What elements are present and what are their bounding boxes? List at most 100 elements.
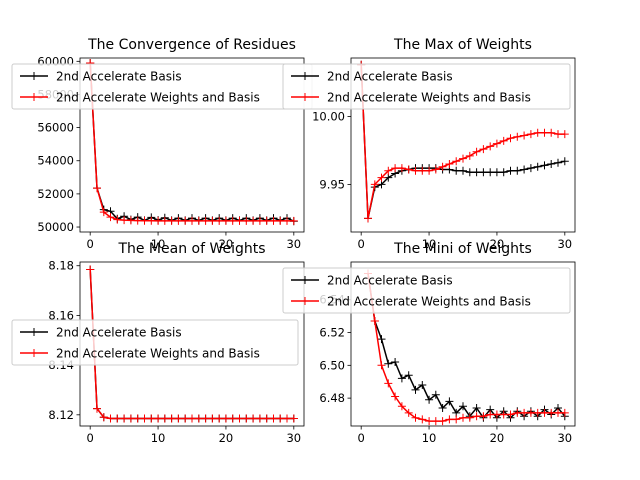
data-point [452,166,461,175]
data-point [479,168,488,177]
data-point [120,216,129,225]
data-point [540,161,549,170]
x-tick-label: 10 [422,431,437,445]
data-point [526,130,535,139]
data-point [459,154,467,163]
x-tick-label: 20 [490,237,505,251]
data-point [99,413,108,422]
chart-title: The Mini of Weights [393,241,532,257]
data-point [276,216,285,225]
data-point [154,216,163,225]
data-point [106,414,115,423]
axes-frame [350,261,576,427]
data-point [255,216,264,225]
x-tick-label: 0 [358,237,365,251]
data-point [208,414,217,423]
data-point [472,147,481,156]
data-point [533,128,542,137]
data-point [499,136,508,145]
y-tick-label: 8.18 [48,259,74,273]
data-point [215,414,224,423]
data-point [526,164,535,173]
legend: 2nd Accelerate Basis 2nd Accelerate Weigh… [282,63,571,110]
plot-area [357,60,569,223]
data-point [269,414,278,423]
plot-area [86,265,298,423]
data-point [167,414,176,423]
legend: 2nd Accelerate Basis 2nd Accelerate Weigh… [11,63,313,110]
legend-marker [30,328,38,336]
data-point [554,408,562,417]
data-point [160,216,169,225]
data-point [384,166,393,175]
legend-marker [301,297,309,305]
data-point [547,128,556,137]
data-point [554,130,562,139]
data-point [283,414,291,423]
y-tick-label: 54000 [37,154,74,168]
data-point [526,408,535,417]
data-point [194,216,203,225]
axes-frame [79,57,305,233]
data-point [486,168,495,177]
data-point [283,216,291,225]
data-point [201,216,210,225]
chart-title: The Convergence of Residues [87,37,296,53]
data-point [431,165,440,174]
data-point [242,414,251,423]
data-point [486,142,495,151]
data-point [513,166,522,175]
data-point [492,168,501,177]
data-point [465,151,474,160]
data-point [418,415,427,424]
legend-label: 2nd Accelerate Basis [327,70,453,84]
data-point [147,414,156,423]
y-tick-label: 9.95 [319,177,345,191]
data-point [208,216,217,225]
data-point [391,358,400,366]
legend-label: 2nd Accelerate Basis [327,274,453,288]
data-point [425,395,434,404]
data-point [377,180,386,189]
data-point [391,392,400,401]
data-point [228,216,237,225]
data-point [520,408,529,417]
data-point [370,317,379,325]
legend-marker [30,93,38,101]
x-tick-label: 20 [219,431,234,445]
data-point [465,168,474,177]
x-tick-label: 20 [219,237,234,251]
x-tick-label: 30 [557,237,572,251]
data-point [472,404,481,412]
data-point [465,413,474,422]
data-point [370,180,379,189]
data-point [242,216,251,225]
legend-label: 2nd Accelerate Weights and Basis [327,295,531,309]
legend-label: 2nd Accelerate Weights and Basis [56,91,260,105]
y-tick-label: 56000 [37,121,74,135]
data-point [540,408,549,417]
data-point [506,166,515,175]
data-point [452,415,461,424]
axes-frame [350,57,576,233]
y-tick-label: 6.50 [319,358,345,372]
data-point [404,408,413,417]
data-point [262,216,271,225]
data-point [235,216,244,225]
data-point [269,216,278,225]
y-tick-label: 50000 [37,220,74,234]
data-point [506,134,515,143]
series-line-1 [367,273,566,419]
data-point [384,379,393,388]
data-point [174,216,183,225]
data-point [533,408,542,417]
data-point [113,414,122,423]
x-tick-label: 0 [358,431,365,445]
data-point [140,216,149,225]
data-point [547,160,556,168]
data-point [276,414,285,423]
data-point [86,265,95,274]
data-point [289,216,298,225]
data-point [560,130,569,139]
